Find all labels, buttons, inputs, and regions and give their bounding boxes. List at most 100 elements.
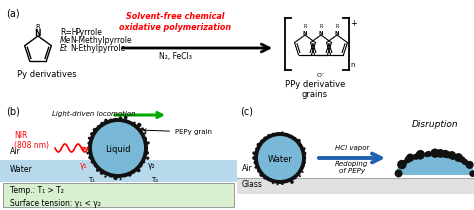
Circle shape xyxy=(104,119,108,122)
Circle shape xyxy=(133,122,136,124)
Circle shape xyxy=(294,137,296,139)
Circle shape xyxy=(282,131,283,133)
Text: Redoping
of PEPy: Redoping of PEPy xyxy=(335,161,369,174)
Text: n: n xyxy=(350,62,355,68)
Text: T₁: T₁ xyxy=(89,177,95,183)
Circle shape xyxy=(290,180,294,184)
Text: Air: Air xyxy=(242,164,253,173)
Text: O⁻: O⁻ xyxy=(317,73,325,78)
Text: N: N xyxy=(335,31,339,36)
Text: R: R xyxy=(319,25,323,29)
Circle shape xyxy=(256,143,261,147)
Text: N: N xyxy=(35,29,41,38)
Text: Glass: Glass xyxy=(242,180,263,189)
Circle shape xyxy=(114,118,118,122)
Text: Solvent-free chemical
oxidative polymerization: Solvent-free chemical oxidative polymeri… xyxy=(119,12,231,32)
Circle shape xyxy=(113,176,118,180)
Circle shape xyxy=(133,172,135,174)
Circle shape xyxy=(432,150,439,157)
Circle shape xyxy=(118,116,122,120)
Circle shape xyxy=(303,161,306,164)
Circle shape xyxy=(146,157,149,160)
Text: Pyrrole: Pyrrole xyxy=(75,28,102,37)
Circle shape xyxy=(276,183,279,185)
Circle shape xyxy=(128,172,132,177)
Circle shape xyxy=(96,169,99,172)
Text: Py derivatives: Py derivatives xyxy=(17,70,77,79)
Circle shape xyxy=(416,150,425,159)
Circle shape xyxy=(260,139,264,143)
Text: N: N xyxy=(319,31,323,36)
Text: Water: Water xyxy=(10,165,33,175)
Circle shape xyxy=(462,159,468,165)
Circle shape xyxy=(124,116,128,119)
Circle shape xyxy=(300,144,302,146)
Circle shape xyxy=(93,128,97,132)
Text: R=H: R=H xyxy=(60,28,78,37)
Circle shape xyxy=(281,182,284,185)
Circle shape xyxy=(87,142,90,144)
Circle shape xyxy=(264,136,266,139)
Circle shape xyxy=(406,154,414,162)
Text: N₂, FeCl₃: N₂, FeCl₃ xyxy=(159,52,191,61)
Text: T₂: T₂ xyxy=(151,177,159,183)
Text: PPy derivative
grains: PPy derivative grains xyxy=(285,80,345,99)
Circle shape xyxy=(259,173,263,177)
Circle shape xyxy=(424,152,430,157)
Circle shape xyxy=(90,120,146,176)
Circle shape xyxy=(450,154,456,160)
Circle shape xyxy=(301,165,304,169)
Circle shape xyxy=(252,156,256,160)
Circle shape xyxy=(143,161,145,163)
Circle shape xyxy=(272,182,273,184)
Circle shape xyxy=(404,156,411,163)
Circle shape xyxy=(88,137,91,140)
Text: NIR
(808 nm): NIR (808 nm) xyxy=(14,131,49,150)
Circle shape xyxy=(104,175,107,178)
Circle shape xyxy=(91,160,94,164)
Text: Water: Water xyxy=(267,155,292,164)
Circle shape xyxy=(465,161,474,169)
Circle shape xyxy=(119,178,122,180)
Circle shape xyxy=(144,146,148,150)
Circle shape xyxy=(90,132,94,136)
Circle shape xyxy=(303,147,306,150)
Circle shape xyxy=(436,149,445,158)
Circle shape xyxy=(254,161,257,165)
Text: R: R xyxy=(36,24,40,30)
Text: HCl vapor: HCl vapor xyxy=(335,145,369,151)
Text: (c): (c) xyxy=(240,106,253,116)
Text: Light-driven locomotion: Light-driven locomotion xyxy=(52,111,136,117)
Circle shape xyxy=(145,151,149,155)
Circle shape xyxy=(146,141,150,144)
Circle shape xyxy=(100,122,103,125)
Circle shape xyxy=(100,171,104,175)
Circle shape xyxy=(397,160,407,169)
Circle shape xyxy=(264,176,266,180)
Text: Et: Et xyxy=(60,44,68,53)
Circle shape xyxy=(303,156,306,160)
Circle shape xyxy=(395,169,402,177)
Bar xyxy=(237,178,474,194)
Text: Air: Air xyxy=(10,147,21,156)
Text: N: N xyxy=(303,31,307,36)
Circle shape xyxy=(139,164,143,167)
Circle shape xyxy=(257,169,261,173)
Circle shape xyxy=(268,179,270,181)
Circle shape xyxy=(402,160,408,165)
Text: γ₁: γ₁ xyxy=(80,161,88,170)
Circle shape xyxy=(299,175,301,177)
Circle shape xyxy=(88,155,92,160)
Circle shape xyxy=(289,135,292,138)
Circle shape xyxy=(110,118,112,121)
Circle shape xyxy=(272,133,274,135)
Text: N-Ethylpyrrole: N-Ethylpyrrole xyxy=(70,44,125,53)
Circle shape xyxy=(144,132,146,134)
Circle shape xyxy=(109,174,113,178)
Circle shape xyxy=(286,133,288,135)
Text: Liquid: Liquid xyxy=(105,146,131,155)
Text: R: R xyxy=(303,25,307,29)
Circle shape xyxy=(94,164,97,167)
Circle shape xyxy=(124,174,127,177)
Text: (b): (b) xyxy=(6,106,20,116)
